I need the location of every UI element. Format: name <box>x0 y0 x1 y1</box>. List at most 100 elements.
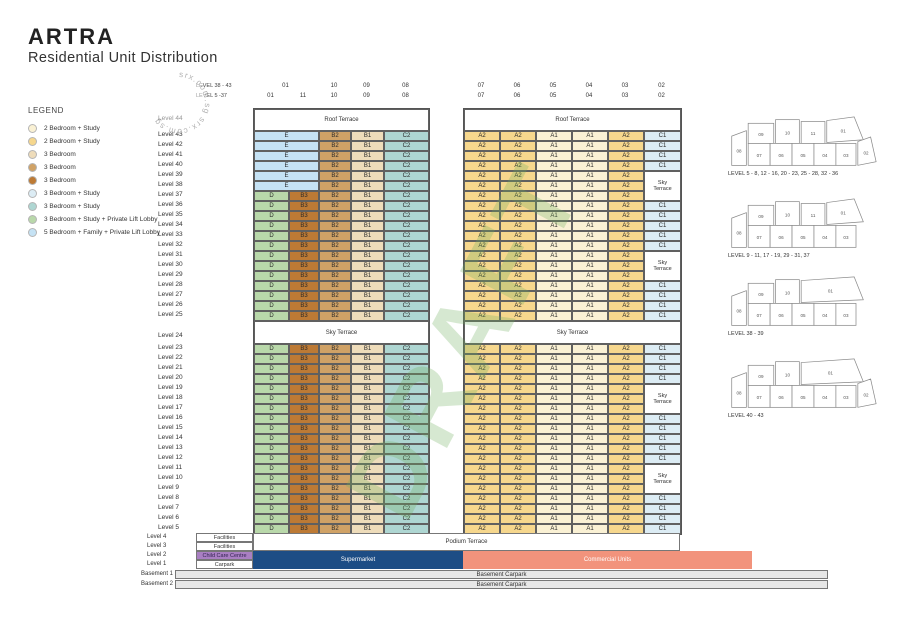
unit-cell-B1: B1 <box>351 291 384 301</box>
plan-unit-number: 03 <box>843 235 849 240</box>
unit-cell-B3: B3 <box>289 444 319 454</box>
unit-cell-C2: C2 <box>384 181 429 191</box>
unit-cell-A1: A1 <box>536 291 572 301</box>
unit-cell-A1: A1 <box>536 424 572 434</box>
unit-cell-B1: B1 <box>351 211 384 221</box>
level-label: Level 23 <box>158 344 183 351</box>
level-label: Level 20 <box>158 374 183 381</box>
stack-number: 10 <box>330 93 338 99</box>
unit-cell-A1: A1 <box>572 464 608 474</box>
plan-unit-number: 11 <box>811 213 816 218</box>
legend-item: 3 Bedroom <box>28 148 160 161</box>
unit-cell-A2: A2 <box>608 494 644 504</box>
unit-cell-A2: A2 <box>500 504 536 514</box>
unit-cell-A2: A2 <box>500 474 536 484</box>
unit-cell-C1: C1 <box>644 281 681 291</box>
unit-cell-A1: A1 <box>536 191 572 201</box>
unit-cell-B1: B1 <box>351 181 384 191</box>
unit-cell-A2: A2 <box>608 384 644 394</box>
plan-unit-number: 07 <box>757 153 763 158</box>
unit-cell-B1: B1 <box>351 131 384 141</box>
unit-cell-B1: B1 <box>351 171 384 181</box>
unit-cell-A1: A1 <box>536 404 572 414</box>
unit-cell-B2: B2 <box>319 261 351 271</box>
commercial-units-block: Commercial Units <box>463 551 752 569</box>
legend-item: 2 Bedroom + Study <box>28 122 160 135</box>
floorplan-label: LEVEL 9 - 11, 17 - 19, 29 - 31, 37 <box>728 253 810 259</box>
stack-number: 11 <box>299 93 307 99</box>
level-label: Level 41 <box>158 151 183 158</box>
unit-cell-A2: A2 <box>464 141 500 151</box>
unit-cell-A2: A2 <box>500 344 536 354</box>
unit-cell-C2: C2 <box>384 474 429 484</box>
label-level-1: Level 1 <box>147 561 167 567</box>
unit-cell-A2: A2 <box>608 141 644 151</box>
unit-cell-D: D <box>254 344 289 354</box>
legend-swatch <box>28 124 37 133</box>
unit-cell-A1: A1 <box>572 394 608 404</box>
unit-cell-A2: A2 <box>464 484 500 494</box>
level-label: Level 29 <box>158 271 183 278</box>
plan-unit-01 <box>800 276 864 303</box>
unit-cell-A2: A2 <box>500 191 536 201</box>
plan-unit-number: 04 <box>822 153 828 158</box>
unit-cell-B2: B2 <box>319 241 351 251</box>
floorplan-diagram: 08 09 10 11 01 07 06 05 04 03 LEVEL 9 - 11, 17 - 1… <box>728 198 880 259</box>
unit-cell-C2: C2 <box>384 291 429 301</box>
unit-cell-A2: A2 <box>608 504 644 514</box>
roof-terrace-cell: Roof Terrace <box>464 109 681 131</box>
legend-item: 3 Bedroom <box>28 174 160 187</box>
podium-terrace-box: Podium Terrace <box>253 533 680 551</box>
unit-cell-E: E <box>254 181 319 191</box>
unit-cell-A2: A2 <box>464 181 500 191</box>
unit-cell-A1: A1 <box>536 474 572 484</box>
unit-cell-B3: B3 <box>289 191 319 201</box>
plan-unit-03 <box>835 143 857 166</box>
unit-cell-B2: B2 <box>319 484 351 494</box>
plan-unit-number: 06 <box>779 235 785 240</box>
floorplan-label: LEVEL 40 - 43 <box>728 413 764 419</box>
stack-number: 07 <box>477 93 485 99</box>
unit-cell-D: D <box>254 494 289 504</box>
unit-cell-A2: A2 <box>500 394 536 404</box>
unit-cell-B2: B2 <box>319 504 351 514</box>
unit-cell-B3: B3 <box>289 374 319 384</box>
unit-cell-A2: A2 <box>500 494 536 504</box>
unit-cell-C2: C2 <box>384 384 429 394</box>
unit-cell-A2: A2 <box>608 161 644 171</box>
unit-cell-A1: A1 <box>572 131 608 141</box>
legend-swatch <box>28 215 37 224</box>
unit-cell-A1: A1 <box>536 301 572 311</box>
unit-cell-A2: A2 <box>464 241 500 251</box>
unit-cell-A2: A2 <box>608 454 644 464</box>
unit-cell-A2: A2 <box>464 251 500 261</box>
unit-cell-C2: C2 <box>384 131 429 141</box>
level-label: Level 21 <box>158 364 183 371</box>
unit-cell-A2: A2 <box>464 394 500 404</box>
plan-unit-number: 09 <box>758 374 764 379</box>
unit-cell-A1: A1 <box>536 231 572 241</box>
unit-cell-D: D <box>254 464 289 474</box>
left-tower-grid: Roof Terrace E B2 B1 C2 E B2 B1 C2 E B2 B1 C2 E B2 B1 C2… <box>253 108 430 535</box>
unit-cell-A1: A1 <box>536 221 572 231</box>
unit-cell-A2: A2 <box>464 384 500 394</box>
unit-cell-C1: C1 <box>644 424 681 434</box>
unit-cell-A1: A1 <box>572 344 608 354</box>
unit-cell-C2: C2 <box>384 504 429 514</box>
unit-cell-B1: B1 <box>351 434 384 444</box>
unit-cell-A2: A2 <box>608 301 644 311</box>
unit-cell-A2: A2 <box>464 414 500 424</box>
unit-cell-C2: C2 <box>384 261 429 271</box>
child-care-centre-box: Child Care Centre <box>196 551 253 560</box>
unit-cell-B2: B2 <box>319 464 351 474</box>
unit-cell-A2: A2 <box>500 384 536 394</box>
unit-cell-B3: B3 <box>289 354 319 364</box>
unit-cell-A2: A2 <box>608 231 644 241</box>
unit-cell-A2: A2 <box>608 474 644 484</box>
unit-cell-C2: C2 <box>384 271 429 281</box>
unit-cell-C1: C1 <box>644 414 681 424</box>
unit-cell-B1: B1 <box>351 364 384 374</box>
unit-cell-B3: B3 <box>289 311 319 321</box>
label-level-2: Level 2 <box>147 552 167 558</box>
level-label: Level 6 <box>158 514 179 521</box>
